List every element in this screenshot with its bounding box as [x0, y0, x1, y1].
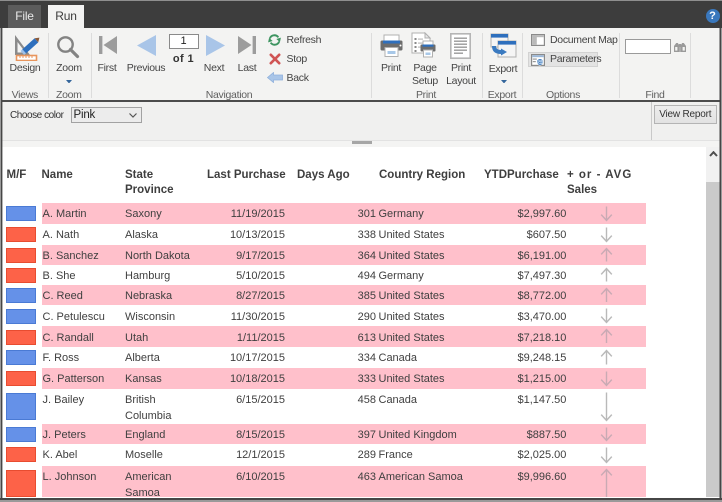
- svg-text:@: @: [537, 59, 544, 66]
